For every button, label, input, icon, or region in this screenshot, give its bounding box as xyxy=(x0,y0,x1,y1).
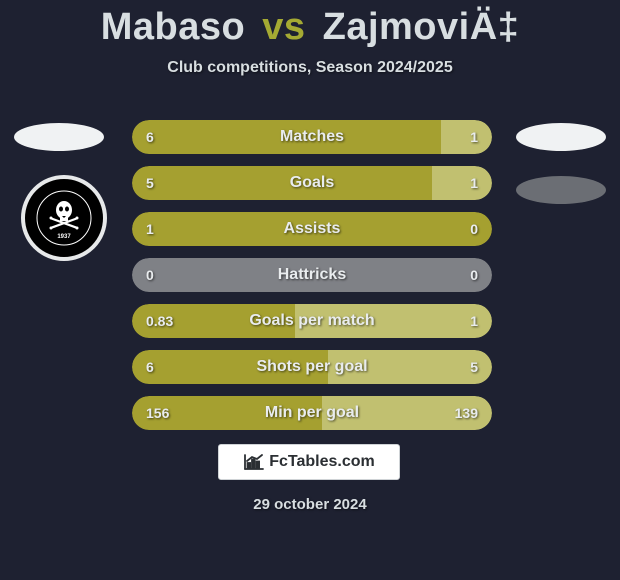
stat-row: 65Shots per goal xyxy=(132,350,492,384)
player2-club-placeholder xyxy=(516,176,606,204)
comparison-title: Mabaso vs ZajmoviÄ‡ xyxy=(0,0,620,49)
stat-row: 51Goals xyxy=(132,166,492,200)
player2-name: ZajmoviÄ‡ xyxy=(323,6,520,48)
pirates-crest-icon: 1937 xyxy=(36,190,92,246)
stat-label: Min per goal xyxy=(132,396,492,430)
stat-label: Assists xyxy=(132,212,492,246)
chart-icon xyxy=(243,453,265,471)
subtitle: Club competitions, Season 2024/2025 xyxy=(0,59,620,77)
stat-label: Shots per goal xyxy=(132,350,492,384)
stat-row: 00Hattricks xyxy=(132,258,492,292)
stat-row: 156139Min per goal xyxy=(132,396,492,430)
stat-row: 10Assists xyxy=(132,212,492,246)
footer-brand-badge: FcTables.com xyxy=(218,444,400,480)
stat-label: Matches xyxy=(132,120,492,154)
stat-rows-container: 61Matches 51Goals 10Assists 00Hattricks 0.83… xyxy=(132,120,492,442)
date-text: 29 october 2024 xyxy=(0,496,620,513)
player1-photo-placeholder xyxy=(14,123,104,151)
stat-label: Goals xyxy=(132,166,492,200)
stat-row: 61Matches xyxy=(132,120,492,154)
player2-photo-placeholder xyxy=(516,123,606,151)
footer-brand-text: FcTables.com xyxy=(269,453,375,471)
player1-name: Mabaso xyxy=(101,6,245,48)
stat-label: Hattricks xyxy=(132,258,492,292)
player1-club-crest: 1937 xyxy=(21,175,107,261)
stat-label: Goals per match xyxy=(132,304,492,338)
svg-text:1937: 1937 xyxy=(57,234,71,240)
vs-separator: vs xyxy=(262,6,305,48)
stat-row: 0.831Goals per match xyxy=(132,304,492,338)
